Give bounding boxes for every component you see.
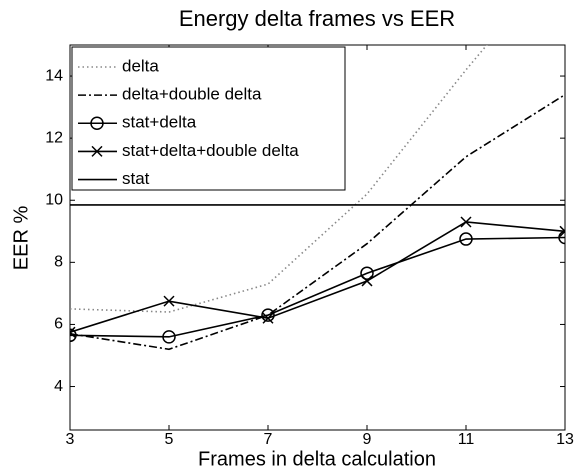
- marker: [460, 216, 472, 228]
- x-tick-label: 11: [458, 431, 475, 448]
- y-tick-label: 4: [54, 378, 63, 395]
- legend-marker: [91, 145, 103, 157]
- y-tick-label: 8: [54, 254, 63, 271]
- x-tick-label: 9: [363, 431, 372, 448]
- x-tick-label: 13: [556, 431, 574, 448]
- marker: [70, 328, 77, 343]
- marker: [262, 312, 274, 324]
- legend-label: stat: [122, 169, 150, 188]
- x-tick-label: 5: [165, 431, 174, 448]
- marker: [361, 275, 373, 287]
- y-axis-label: EER %: [10, 206, 32, 271]
- x-axis-label: Frames in delta calculation: [198, 448, 436, 470]
- y-tick-label: 14: [45, 67, 63, 84]
- x-tick-label: 7: [264, 431, 273, 448]
- marker: [558, 230, 565, 245]
- x-tick-label: 3: [66, 431, 75, 448]
- marker: [459, 232, 473, 246]
- series-line: [70, 221, 565, 333]
- series-line: [70, 93, 565, 351]
- marker: [360, 266, 374, 280]
- y-tick-label: 10: [45, 191, 63, 208]
- y-tick-label: 6: [54, 316, 63, 333]
- series-line: [70, 236, 565, 338]
- legend-box: [71, 46, 346, 191]
- legend-label: delta: [122, 56, 159, 75]
- marker: [70, 326, 76, 338]
- y-tick-label: 12: [45, 129, 63, 146]
- plot-area: [70, 45, 565, 351]
- marker: [162, 330, 176, 344]
- legend-marker: [90, 116, 104, 131]
- legend-label: stat+delta: [122, 113, 197, 132]
- chart-title: Energy delta frames vs EER: [179, 6, 455, 31]
- legend-label: delta+double delta: [122, 85, 262, 104]
- legend-label: stat+delta+double delta: [122, 141, 299, 160]
- marker: [559, 225, 565, 237]
- marker: [163, 295, 175, 307]
